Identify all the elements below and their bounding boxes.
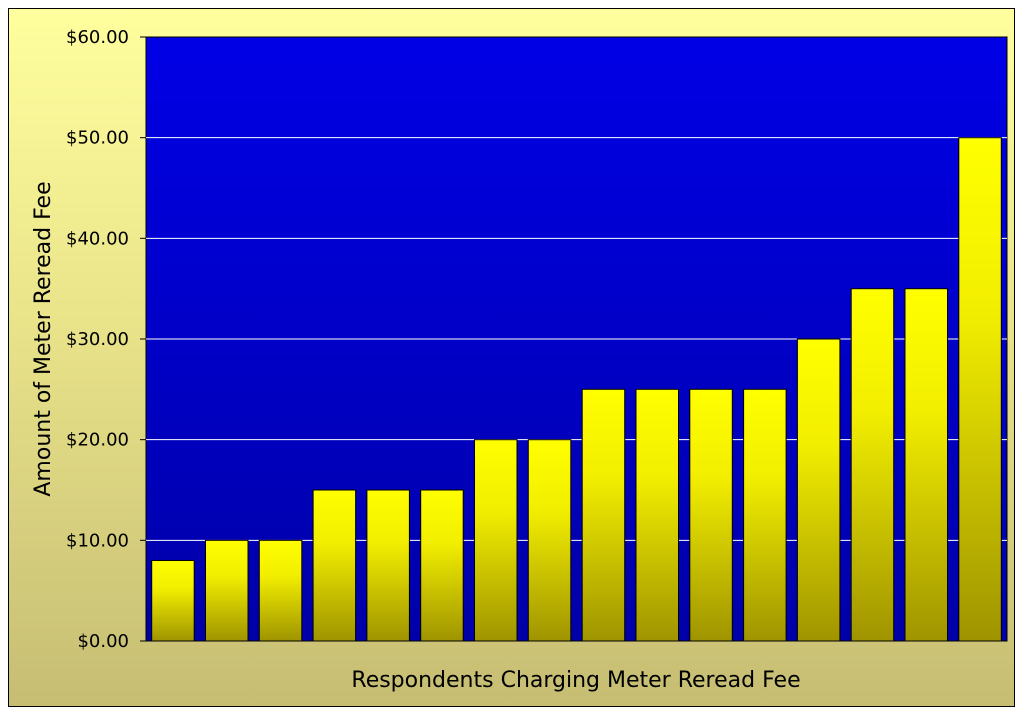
bar: [527, 439, 572, 642]
bar: [258, 539, 303, 642]
bars: [151, 137, 1002, 642]
chart-frame: $0.00 $10.00 $20.00 $30.00 $40.00 $50.00 $60.0…: [8, 8, 1015, 707]
bar: [850, 288, 895, 642]
y-axis-title: Amount of Meter Reread Fee: [31, 181, 56, 496]
bar: [151, 560, 195, 642]
y-tick-label: $30.00: [66, 329, 129, 350]
bar: [420, 489, 464, 642]
bar: [689, 388, 733, 642]
bar-chart: $0.00 $10.00 $20.00 $30.00 $40.00 $50.00 $60.0…: [31, 27, 1008, 693]
bar: [635, 388, 679, 642]
bar: [312, 489, 357, 642]
y-tick-label: $20.00: [66, 430, 129, 451]
bar: [796, 338, 841, 642]
y-tick-label: $60.00: [66, 27, 129, 48]
bar: [958, 137, 1002, 642]
bar: [743, 388, 787, 642]
y-axis-ticks: $0.00 $10.00 $20.00 $30.00 $40.00 $50.00 $60.0…: [66, 27, 146, 652]
y-tick-label: $40.00: [66, 228, 129, 249]
bar: [205, 539, 249, 642]
bar: [904, 288, 948, 642]
bar: [581, 388, 626, 642]
bar: [366, 489, 410, 642]
y-tick-label: $50.00: [66, 128, 129, 149]
y-tick-label: $10.00: [66, 530, 129, 551]
bar: [474, 439, 518, 642]
y-tick-label: $0.00: [77, 631, 129, 652]
x-axis-title: Respondents Charging Meter Reread Fee: [351, 668, 800, 693]
